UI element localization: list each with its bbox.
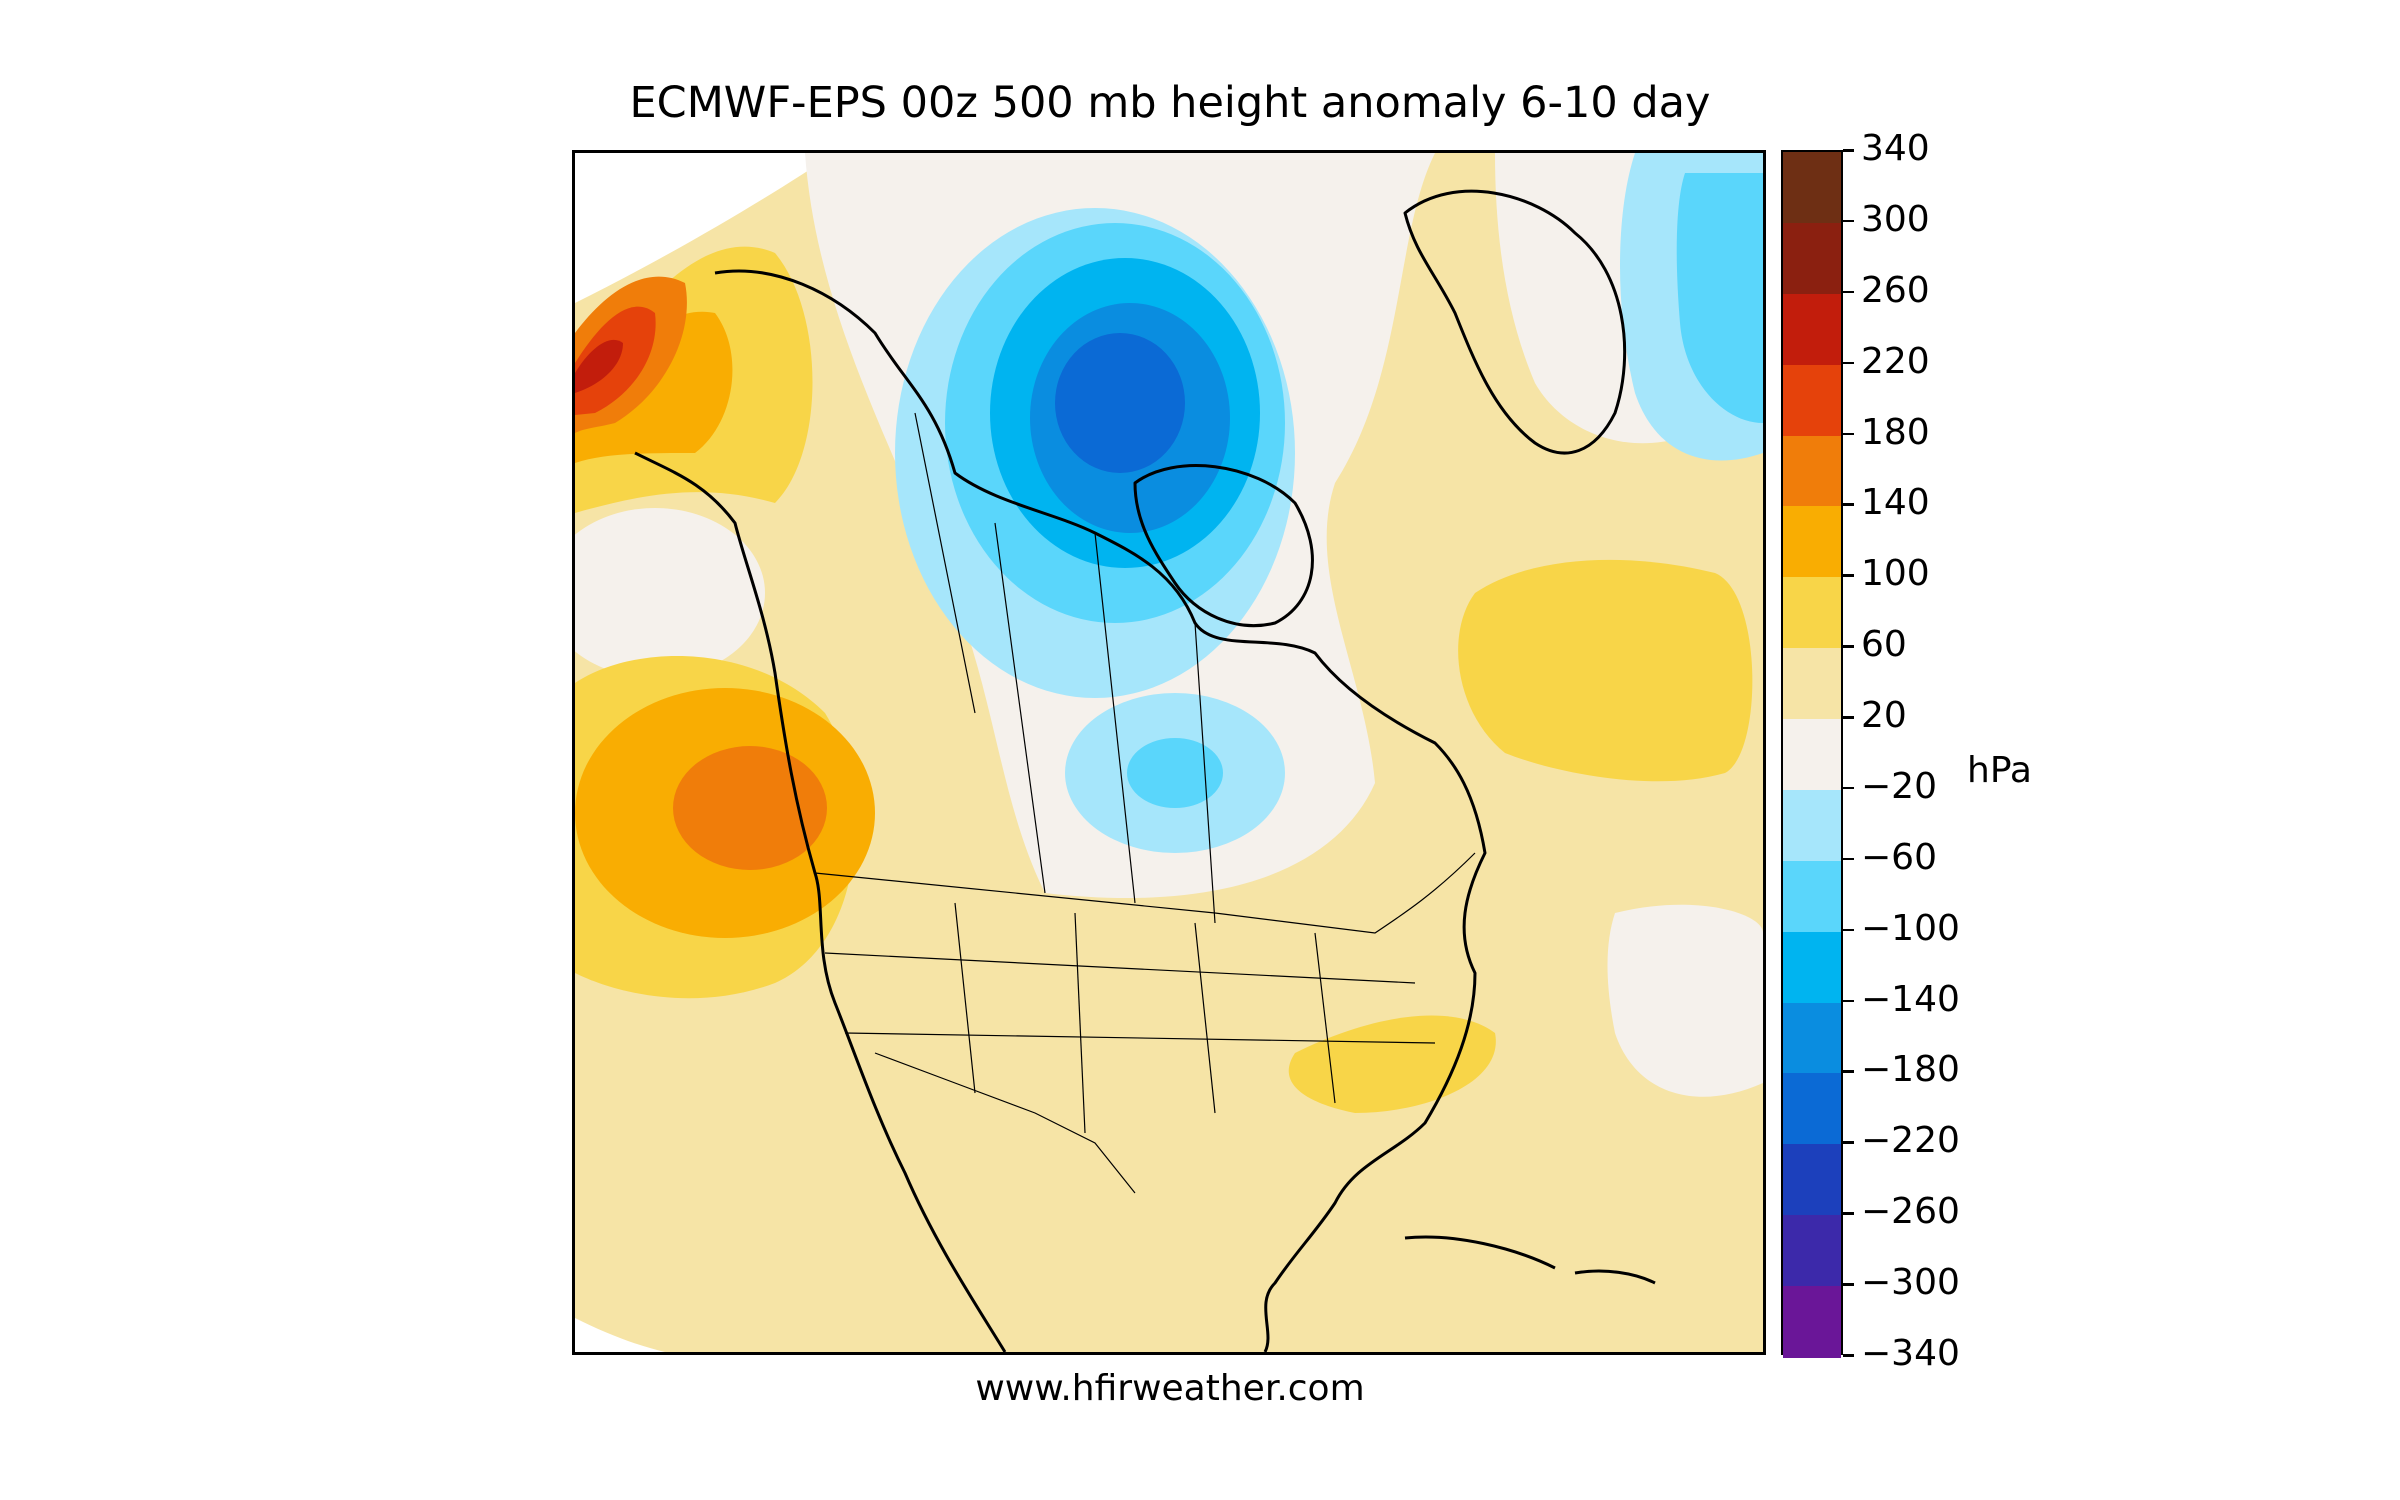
anomaly-map (575, 153, 1763, 1352)
coastline-hudson-bay (1133, 464, 1314, 628)
colorbar-unit-label: hPa (1967, 750, 2032, 791)
state-borders (814, 412, 1476, 1194)
border-states-col-4 (1314, 932, 1336, 1104)
border-states-row-2 (844, 1032, 1436, 1044)
colorbar-bin (1783, 152, 1841, 224)
border-us-canada (814, 852, 1476, 934)
border-states-col-2 (1074, 912, 1086, 1134)
border-canada-provinces (914, 412, 1216, 924)
coastline-hispaniola (1574, 1269, 1656, 1285)
colorbar-bin (1783, 293, 1841, 366)
colorbar-bin (1783, 648, 1841, 720)
colorbar-tick-label: −260 (1861, 1191, 1960, 1233)
colorbar-bin (1783, 1286, 1841, 1358)
coastlines (634, 189, 1656, 1352)
colorbar-bin (1783, 1002, 1841, 1075)
border-us-mexico (874, 1052, 1136, 1194)
colorbar-tick-label: −100 (1861, 907, 1960, 949)
fill-140-180-pacific (673, 746, 827, 870)
colorbar-bin (1783, 719, 1841, 791)
colorbar (1781, 150, 1843, 1358)
colorbar-tick-label: 220 (1861, 340, 1930, 382)
map-panel (572, 150, 1766, 1355)
colorbar-bin (1783, 1144, 1841, 1216)
border-states-col-1 (954, 902, 976, 1094)
fill-neg60-neg100-plains (1127, 738, 1223, 808)
off-map-corner-sw (575, 1318, 665, 1352)
coastline-cuba (1404, 1235, 1556, 1270)
fill-60-100-quebec (1458, 559, 1753, 782)
colorbar-tick-label: −140 (1861, 978, 1960, 1020)
footer-credit: www.hfirweather.com (975, 1368, 1365, 1409)
colorbar-tick-label: 60 (1861, 624, 1907, 666)
colorbar-tick-label: 300 (1861, 198, 1930, 240)
colorbar-tick-label: −20 (1861, 765, 1937, 807)
colorbar-tick-label: 260 (1861, 269, 1930, 311)
fill-neutral-atlantic (1607, 904, 1763, 1097)
border-states-col-3 (1194, 922, 1216, 1114)
colorbar-bin (1783, 577, 1841, 649)
fill-neutral-pacific (575, 508, 765, 678)
off-map-corner-nw (575, 153, 835, 303)
colorbar-tick-label: −300 (1861, 1262, 1960, 1304)
colorbar-bin (1783, 860, 1841, 933)
colorbar-bin (1783, 435, 1841, 507)
colorbar-tick-label: −180 (1861, 1049, 1960, 1091)
fill-neg60-neg100-greenland (1676, 173, 1763, 423)
border-states-row-1 (824, 952, 1416, 984)
colorbar-tick-label: 20 (1861, 695, 1907, 737)
colorbar-tick-label: −220 (1861, 1120, 1960, 1162)
colorbar-bin (1783, 1073, 1841, 1145)
colorbar-tick-label: 100 (1861, 553, 1930, 595)
colorbar-tick-label: 340 (1861, 128, 1930, 169)
colorbar-bin (1783, 789, 1841, 862)
colorbar-bin (1783, 1215, 1841, 1287)
coastline-greenland (1403, 189, 1627, 455)
colorbar-bin (1783, 506, 1841, 578)
colorbar-tick-label: 180 (1861, 411, 1930, 453)
colorbar-tick-label: −340 (1861, 1333, 1960, 1374)
colorbar-bin (1783, 931, 1841, 1004)
fill-neg180-neg220-arctic (1055, 333, 1185, 473)
chart-title: ECMWF-EPS 00z 500 mb height anomaly 6-10… (629, 78, 1711, 128)
colorbar-tick-label: −60 (1861, 836, 1937, 878)
colorbar-bin (1783, 364, 1841, 437)
colorbar-tick-label: 140 (1861, 482, 1930, 524)
fill-220-260-bering (575, 339, 623, 393)
colorbar-bin (1783, 222, 1841, 295)
